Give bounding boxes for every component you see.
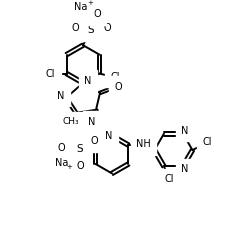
Text: +: +	[87, 0, 93, 6]
Text: N: N	[88, 117, 95, 127]
Text: Cl: Cl	[202, 137, 211, 147]
Text: Na: Na	[55, 158, 68, 168]
Text: O: O	[58, 143, 65, 153]
Text: Cl: Cl	[110, 72, 120, 82]
Text: O: O	[76, 161, 84, 171]
Text: S: S	[76, 144, 82, 154]
Text: O: O	[90, 136, 98, 146]
Text: Na: Na	[74, 2, 87, 12]
Text: O: O	[114, 82, 121, 92]
Text: Cl: Cl	[46, 69, 55, 79]
Text: Cl: Cl	[164, 174, 173, 184]
Text: S: S	[87, 25, 94, 35]
Text: N: N	[105, 131, 112, 141]
Text: O: O	[103, 23, 110, 33]
Text: O: O	[93, 9, 100, 19]
Text: NH: NH	[136, 139, 150, 149]
Text: N: N	[57, 91, 64, 101]
Text: +: +	[66, 164, 72, 170]
Text: CH₃: CH₃	[62, 117, 79, 126]
Text: N: N	[84, 76, 91, 86]
Text: N: N	[180, 164, 188, 174]
Text: N: N	[180, 126, 188, 136]
Text: O: O	[71, 23, 79, 33]
